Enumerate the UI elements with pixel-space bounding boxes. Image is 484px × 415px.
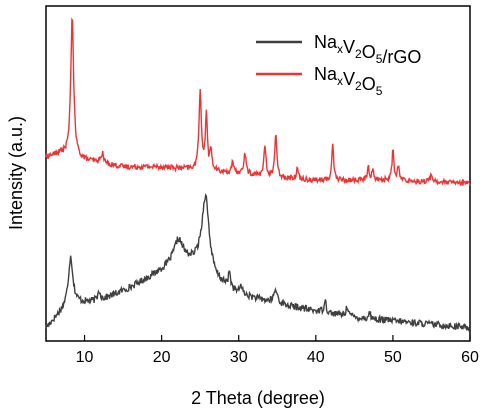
legend-label-part: Na xyxy=(314,64,338,84)
x-tick-label: 20 xyxy=(153,349,171,366)
legend-label-part: V xyxy=(343,69,355,89)
plot-frame xyxy=(45,5,471,342)
legend-label-part: x xyxy=(337,74,343,88)
x-tick-label: 30 xyxy=(230,349,248,366)
series-line-1 xyxy=(45,17,471,186)
legend-label-1: NaxV2O5 xyxy=(314,64,383,98)
legend-label-part: 5 xyxy=(376,84,383,98)
legend-label-part: 2 xyxy=(355,47,362,61)
legend-label-part: x xyxy=(337,42,343,56)
x-tick-label: 10 xyxy=(76,349,94,366)
series-layer xyxy=(45,17,471,333)
y-axis-title: Intensity (a.u.) xyxy=(6,116,26,230)
legend-label-0: NaxV2O5/rGO xyxy=(314,32,421,67)
x-tick-label: 50 xyxy=(384,349,402,366)
legend-label-part: /rGO xyxy=(382,47,421,67)
x-axis-title: 2 Theta (degree) xyxy=(191,388,325,408)
x-ticks: 10 20 30 40 50 60 xyxy=(76,335,479,366)
legend-label-part: 2 xyxy=(355,79,362,93)
legend-label-part: O xyxy=(362,74,376,94)
x-tick-label: 60 xyxy=(461,349,479,366)
series-line-0 xyxy=(45,193,471,333)
x-tick-label: 40 xyxy=(307,349,325,366)
legend-label-part: Na xyxy=(314,32,338,52)
legend-label-part: V xyxy=(343,37,355,57)
legend-label-part: O xyxy=(362,42,376,62)
legend-label-part: 5 xyxy=(376,52,383,66)
